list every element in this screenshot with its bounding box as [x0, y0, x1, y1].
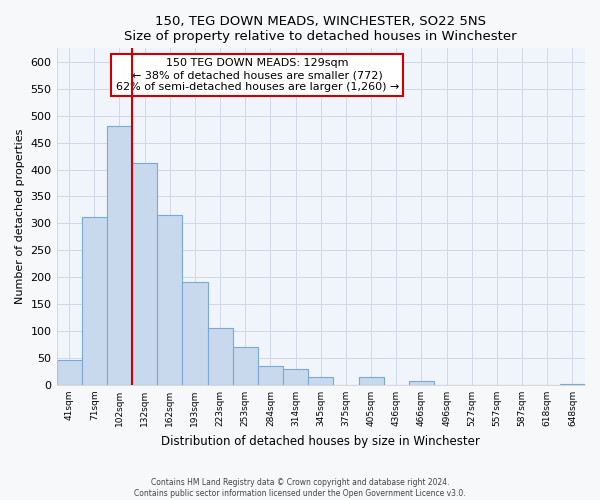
Bar — [56, 360, 82, 385]
Bar — [132, 162, 157, 385]
Y-axis label: Number of detached properties: Number of detached properties — [15, 129, 25, 304]
Bar — [560, 384, 585, 385]
Text: 150 TEG DOWN MEADS: 129sqm
← 38% of detached houses are smaller (772)
62% of sem: 150 TEG DOWN MEADS: 129sqm ← 38% of deta… — [116, 58, 399, 92]
Bar — [233, 347, 258, 385]
Bar — [409, 380, 434, 385]
Bar — [208, 328, 233, 385]
Bar — [283, 369, 308, 385]
Bar — [82, 217, 107, 385]
Bar — [258, 366, 283, 385]
Bar — [157, 216, 182, 385]
X-axis label: Distribution of detached houses by size in Winchester: Distribution of detached houses by size … — [161, 434, 480, 448]
Title: 150, TEG DOWN MEADS, WINCHESTER, SO22 5NS
Size of property relative to detached : 150, TEG DOWN MEADS, WINCHESTER, SO22 5N… — [124, 15, 517, 43]
Bar — [359, 378, 383, 385]
Bar — [182, 282, 208, 385]
Bar — [308, 378, 334, 385]
Text: Contains HM Land Registry data © Crown copyright and database right 2024.
Contai: Contains HM Land Registry data © Crown c… — [134, 478, 466, 498]
Bar — [107, 126, 132, 385]
